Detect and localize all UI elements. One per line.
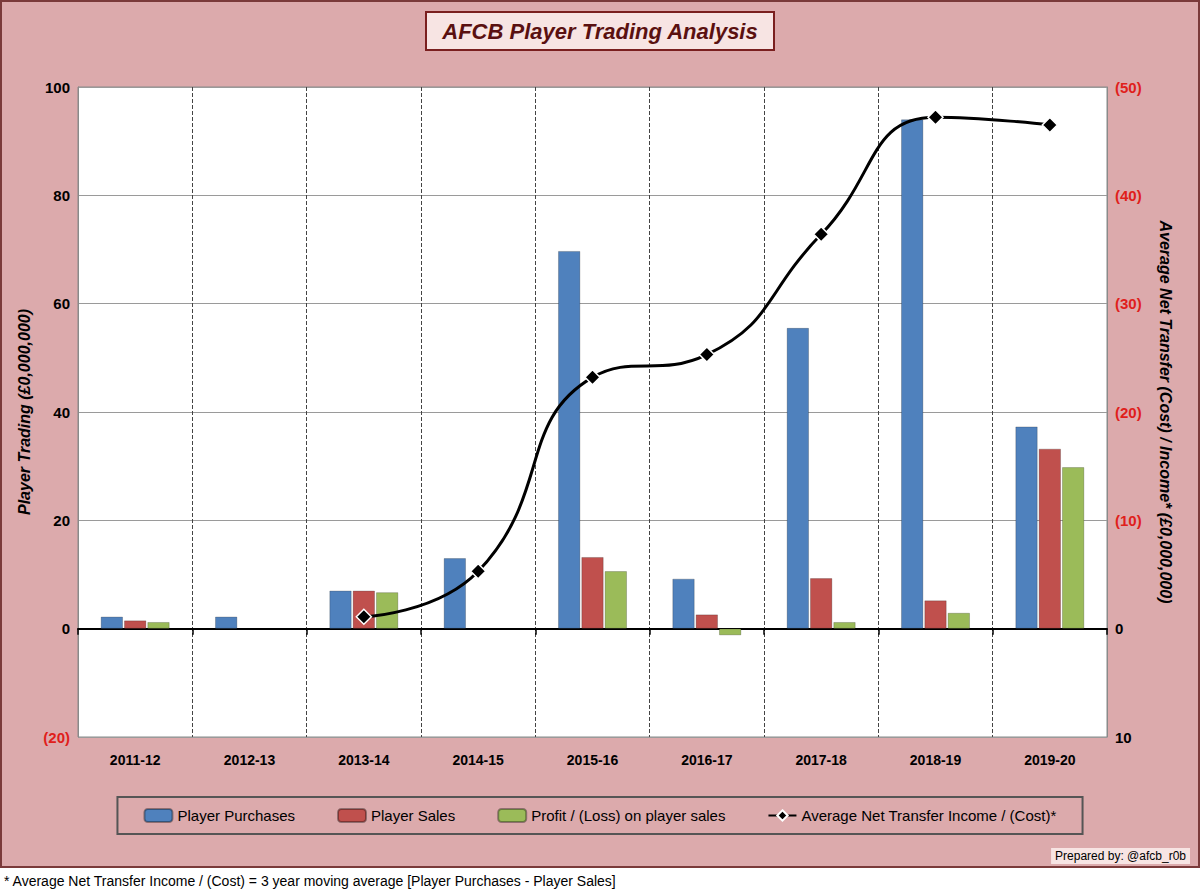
- svg-text:AFCB Player Trading Analysis: AFCB Player Trading Analysis: [441, 19, 757, 44]
- svg-text:80: 80: [53, 187, 70, 204]
- svg-text:2017-18: 2017-18: [795, 752, 847, 768]
- svg-text:Player Trading (£0,000,000): Player Trading (£0,000,000): [16, 309, 33, 515]
- svg-text:Prepared by: @afcb_r0b: Prepared by: @afcb_r0b: [1055, 849, 1186, 863]
- svg-text:(50): (50): [1115, 79, 1142, 96]
- svg-text:Player Sales: Player Sales: [371, 807, 455, 824]
- svg-text:Average Net Transfer Income /: Average Net Transfer Income / (Cost)*: [801, 807, 1056, 824]
- svg-text:60: 60: [53, 295, 70, 312]
- svg-text:0: 0: [1115, 620, 1123, 637]
- svg-text:(40): (40): [1115, 187, 1142, 204]
- svg-text:(30): (30): [1115, 295, 1142, 312]
- svg-text:2018-19: 2018-19: [910, 752, 962, 768]
- svg-text:2013-14: 2013-14: [338, 752, 390, 768]
- svg-text:40: 40: [53, 404, 70, 421]
- svg-text:2019-20: 2019-20: [1024, 752, 1076, 768]
- svg-text:Average Net Transfer (Cost) /: Average Net Transfer (Cost) / Income* (£…: [1157, 220, 1174, 604]
- svg-text:20: 20: [53, 512, 70, 529]
- svg-text:2012-13: 2012-13: [224, 752, 276, 768]
- svg-text:Player Purchases: Player Purchases: [177, 807, 295, 824]
- svg-text:Profit / (Loss) on player sale: Profit / (Loss) on player sales: [531, 807, 725, 824]
- svg-text:* Average Net Transfer Income: * Average Net Transfer Income / (Cost) =…: [4, 873, 616, 889]
- svg-text:2016-17: 2016-17: [681, 752, 733, 768]
- svg-text:10: 10: [1115, 729, 1132, 746]
- svg-text:(20): (20): [1115, 404, 1142, 421]
- svg-text:2011-12: 2011-12: [110, 752, 161, 768]
- svg-text:2015-16: 2015-16: [567, 752, 619, 768]
- svg-text:2014-15: 2014-15: [452, 752, 504, 768]
- svg-text:(10): (10): [1115, 512, 1142, 529]
- svg-text:0: 0: [62, 620, 70, 637]
- svg-text:(20): (20): [43, 729, 70, 746]
- svg-text:100: 100: [45, 79, 70, 96]
